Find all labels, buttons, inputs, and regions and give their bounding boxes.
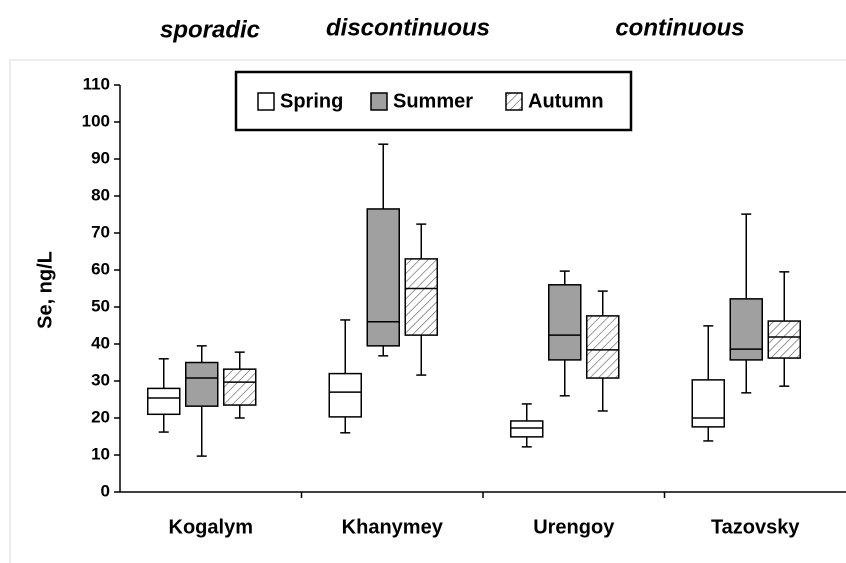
y-tick-label: 90	[91, 148, 110, 167]
y-tick-label: 100	[82, 111, 110, 130]
y-tick-label: 50	[91, 296, 110, 315]
legend-label: Summer	[393, 90, 473, 112]
y-tick-label: 20	[91, 407, 110, 426]
annotation: discontinuous	[326, 14, 490, 41]
y-tick-label: 0	[101, 481, 110, 500]
box	[586, 315, 620, 379]
legend-label: Autumn	[528, 90, 604, 112]
box	[767, 320, 801, 359]
y-tick-label: 30	[91, 370, 110, 389]
y-tick-label: 40	[91, 333, 110, 352]
legend	[234, 70, 633, 132]
box	[404, 258, 438, 336]
x-tick-label: Urengoy	[533, 516, 615, 538]
y-tick-label: 110	[83, 74, 110, 93]
y-axis-label: Se, ng/L	[34, 251, 56, 329]
y-tick-label: 10	[91, 444, 110, 463]
x-tick-label: Kogalym	[169, 516, 253, 538]
box	[366, 208, 400, 347]
box	[729, 298, 763, 361]
annotation: continuous	[615, 14, 744, 41]
legend-swatch	[505, 92, 523, 111]
box	[223, 368, 257, 406]
legend-label: Spring	[280, 90, 343, 112]
x-tick-label: Khanymey	[342, 516, 444, 538]
x-tick-label: Tazovsky	[711, 516, 800, 538]
y-tick-label: 70	[91, 222, 110, 241]
y-tick-label: 80	[91, 185, 110, 204]
box	[185, 361, 219, 407]
box	[548, 284, 582, 361]
box	[147, 387, 181, 416]
annotation: sporadic	[160, 16, 260, 43]
legend-swatch	[370, 92, 388, 111]
box	[691, 379, 725, 428]
box	[328, 372, 362, 418]
box	[510, 420, 544, 438]
y-tick-label: 60	[91, 259, 110, 278]
legend-swatch	[257, 92, 275, 111]
